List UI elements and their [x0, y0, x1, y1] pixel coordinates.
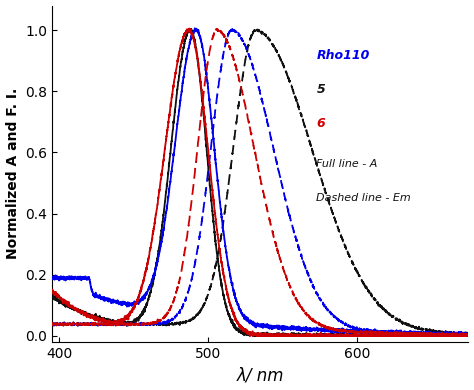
Text: 5: 5 [317, 83, 325, 96]
Text: 6: 6 [317, 117, 325, 130]
X-axis label: λ/ nm: λ/ nm [237, 367, 284, 385]
Text: Dashed line - Em: Dashed line - Em [317, 193, 411, 203]
Text: Rho110: Rho110 [317, 50, 370, 62]
Text: Full line - A: Full line - A [317, 159, 378, 169]
Y-axis label: Normalized A and F. I.: Normalized A and F. I. [6, 88, 19, 259]
